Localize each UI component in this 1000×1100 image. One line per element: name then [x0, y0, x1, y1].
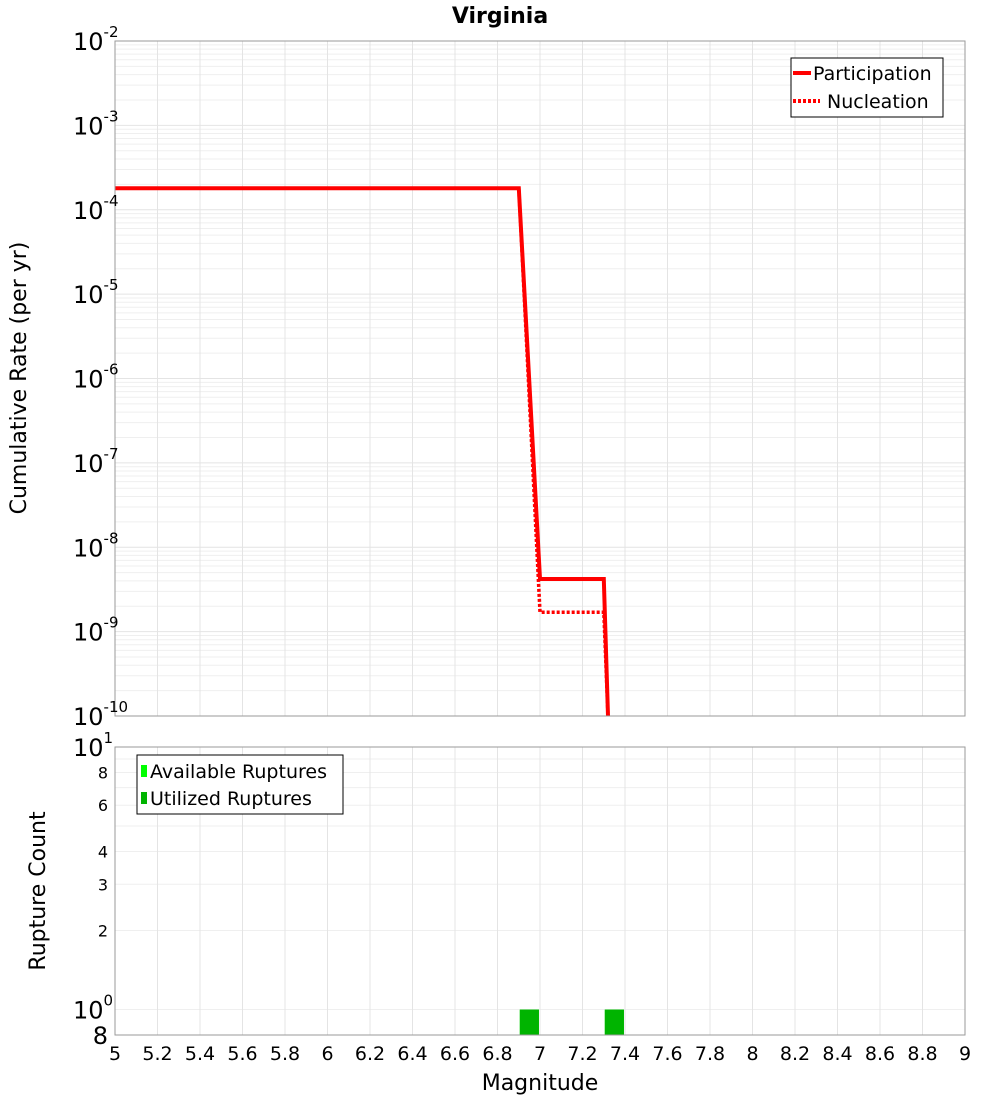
bottom-y-tick-label: 8 — [93, 1022, 108, 1050]
legend-utilized-label: Utilized Ruptures — [150, 788, 312, 810]
legend-participation-label: Participation — [813, 63, 932, 85]
legend-utilized-swatch — [141, 792, 147, 804]
top-y-tick-label: 10-4 — [73, 192, 119, 225]
legend-available-swatch — [141, 765, 147, 777]
x-tick-label: 5.6 — [227, 1043, 257, 1065]
x-tick-label: 6.6 — [440, 1043, 470, 1065]
x-tick-label: 5.2 — [142, 1043, 172, 1065]
x-tick-label: 7.4 — [610, 1043, 640, 1065]
x-tick-label: 6 — [321, 1043, 333, 1065]
top-y-axis-label: Cumulative Rate (per yr) — [7, 242, 32, 515]
x-tick-label: 8.2 — [780, 1043, 810, 1065]
top-y-tick-label: 10-6 — [73, 361, 119, 394]
chart-title: Virginia — [452, 4, 548, 29]
bottom-y-tick-label: 4 — [98, 842, 108, 861]
x-tick-label: 6.4 — [397, 1043, 427, 1065]
x-tick-label: 7.8 — [695, 1043, 725, 1065]
bottom-y-tick-label: 6 — [98, 796, 108, 815]
legend-nucleation-label: Nucleation — [827, 91, 929, 113]
bottom-legend: Available Ruptures Utilized Ruptures — [136, 754, 344, 815]
x-tick-label: 7 — [534, 1043, 546, 1065]
top-y-tick-label: 10-5 — [73, 276, 119, 309]
x-tick-label: 8.4 — [822, 1043, 852, 1065]
top-plot-series — [115, 186, 610, 717]
top-y-tick-label: 10-10 — [73, 698, 128, 731]
x-tick-label: 9 — [959, 1043, 971, 1065]
participation-line — [115, 186, 610, 717]
legend-available-label: Available Ruptures — [150, 761, 327, 783]
bottom-y-major-tick-label: 101 — [73, 729, 113, 762]
top-plot-grid — [114, 40, 966, 717]
bottom-y-tick-label: 3 — [98, 875, 108, 894]
bottom-y-tick-label: 2 — [98, 922, 108, 941]
top-y-tick-label: 10-7 — [73, 445, 119, 478]
bottom-plot-bars — [519, 1009, 624, 1035]
x-tick-label: 8.6 — [865, 1043, 895, 1065]
bottom-plot-frame — [114, 746, 966, 1036]
top-y-tick-label: 10-2 — [73, 23, 119, 56]
top-y-tick-label: 10-8 — [73, 529, 119, 562]
x-tick-label: 7.6 — [652, 1043, 682, 1065]
bottom-y-axis-label: Rupture Count — [26, 811, 51, 971]
bottom-y-major-tick-label: 100 — [73, 992, 113, 1025]
top-y-axis-ticks: 10-2 10-3 10-4 10-5 10-6 10-7 10-8 10-9 10-10 — [73, 23, 128, 731]
x-axis-ticks: 5 5.2 5.4 5.6 5.8 6 6.2 6.4 6.6 6.8 7 7.2 7.4 7.6 7.8 8… — [109, 1043, 971, 1065]
x-tick-label: 7.2 — [567, 1043, 597, 1065]
top-y-tick-label: 10-9 — [73, 614, 119, 647]
bottom-legend-box — [136, 754, 344, 815]
top-legend-box — [790, 57, 944, 118]
bottom-y-tick-label: 8 — [98, 763, 108, 782]
top-plot-frame — [114, 40, 966, 717]
x-axis-label: Magnitude — [482, 1071, 599, 1096]
utilized-rupture-bar — [604, 1009, 624, 1035]
top-legend: Participation Nucleation — [790, 57, 944, 118]
x-tick-label: 5.4 — [185, 1043, 215, 1065]
top-y-tick-label: 10-3 — [73, 107, 119, 140]
x-tick-label: 5.8 — [270, 1043, 300, 1065]
x-tick-label: 8 — [746, 1043, 758, 1065]
x-tick-label: 6.2 — [355, 1043, 385, 1065]
utilized-rupture-bar — [519, 1009, 539, 1035]
x-tick-label: 5 — [109, 1043, 121, 1065]
x-tick-label: 8.8 — [907, 1043, 937, 1065]
x-tick-label: 6.8 — [482, 1043, 512, 1065]
nucleation-line — [115, 186, 610, 717]
